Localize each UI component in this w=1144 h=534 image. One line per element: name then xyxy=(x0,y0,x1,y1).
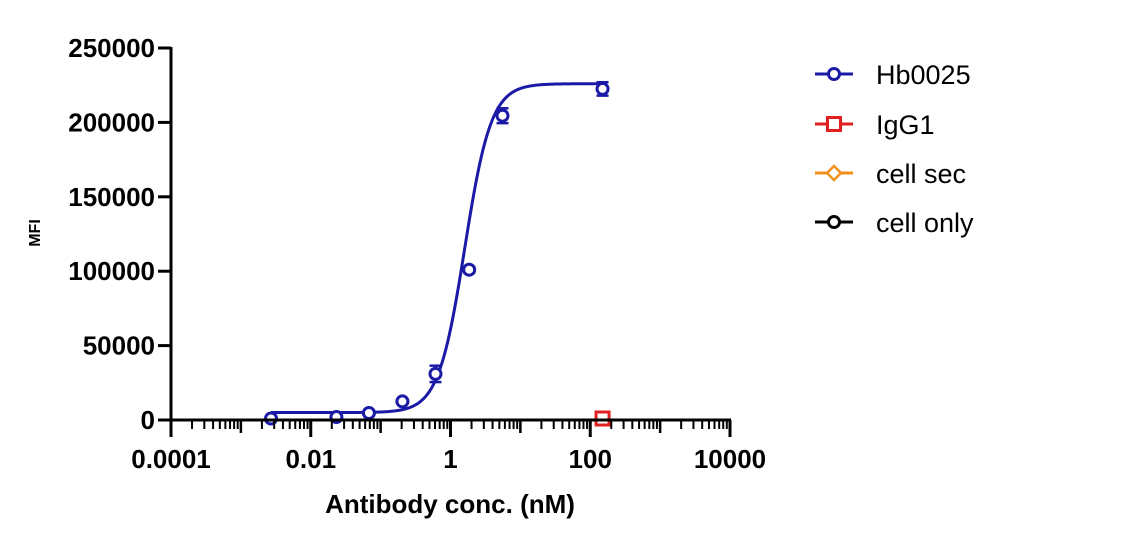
y-axis-title: MFI xyxy=(27,219,44,247)
data-point xyxy=(361,406,376,421)
y-tick-label: 100000 xyxy=(68,256,155,286)
y-axis: 0 50000 100000 150000 200000 250000 xyxy=(68,33,173,435)
x-axis: 0.0001 0.01 1 100 10000 xyxy=(131,418,766,474)
plot-area xyxy=(264,80,611,427)
legend-marker xyxy=(826,116,842,132)
y-tick-label: 150000 xyxy=(68,182,155,212)
y-tick-label: 250000 xyxy=(68,33,155,63)
legend: Hb0025 IgG1 cell sec cell only xyxy=(815,60,974,238)
legend-label: IgG1 xyxy=(876,110,935,140)
data-point xyxy=(462,262,477,277)
x-tick-label: 100 xyxy=(569,444,612,474)
legend-label: Hb0025 xyxy=(876,60,971,90)
data-point xyxy=(495,108,510,123)
fit-curve-hb0025 xyxy=(271,82,603,415)
legend-label: cell sec xyxy=(876,159,966,189)
legend-label: cell only xyxy=(876,208,974,238)
legend-marker xyxy=(827,215,841,229)
x-tick-label: 0.0001 xyxy=(131,444,211,474)
data-point xyxy=(428,366,443,381)
x-axis-title: Antibody conc. (nM) xyxy=(325,489,575,519)
legend-marker xyxy=(827,67,841,81)
y-tick-label: 200000 xyxy=(68,107,155,137)
x-tick-label: 0.01 xyxy=(285,444,336,474)
data-point xyxy=(395,394,410,409)
x-tick-label: 1 xyxy=(443,444,457,474)
legend-marker xyxy=(825,164,843,182)
data-point xyxy=(595,81,610,96)
x-tick-label: 10000 xyxy=(694,444,766,474)
y-tick-label: 50000 xyxy=(83,331,155,361)
y-tick-label: 0 xyxy=(141,405,155,435)
